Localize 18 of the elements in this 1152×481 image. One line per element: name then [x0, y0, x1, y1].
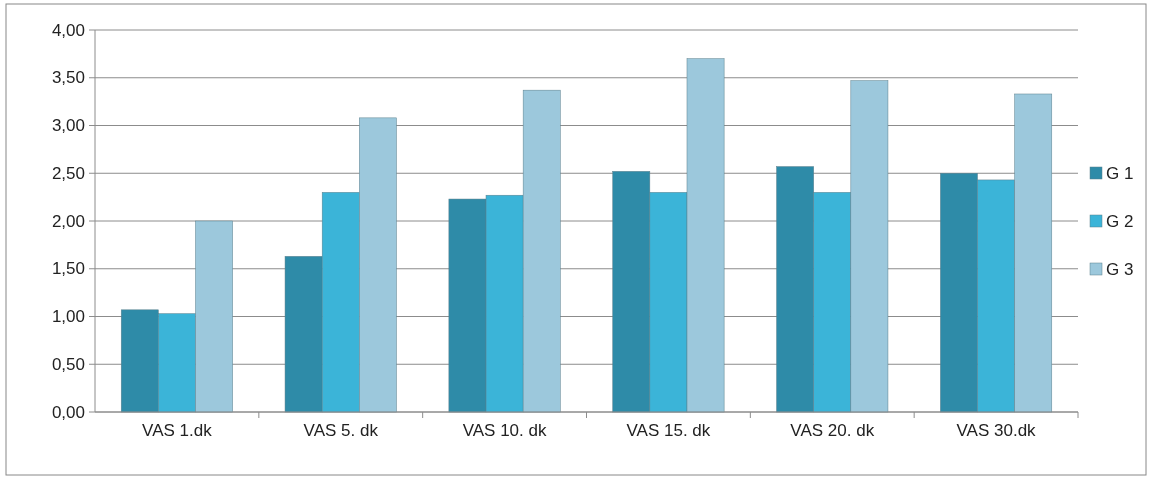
y-tick-label: 1,00 [51, 307, 85, 326]
legend-label: G 1 [1106, 163, 1134, 183]
y-tick-label: 0,00 [51, 402, 85, 422]
y-tick-label: 2,00 [51, 211, 85, 231]
x-tick-label: VAS 30.dk [956, 421, 1037, 440]
x-tick-label: VAS 10. dk [462, 421, 547, 440]
y-tick-label: 1,50 [51, 259, 85, 279]
x-tick-label: VAS 5. dk [303, 421, 379, 440]
x-tick-label: VAS 1.dk [142, 421, 213, 440]
x-tick-label: VAS 20. dk [790, 421, 875, 440]
y-tick-label: 3,50 [51, 68, 85, 88]
legend-label: G 2 [1106, 211, 1134, 231]
y-tick-label: 3,00 [51, 116, 85, 135]
legend-label: G 3 [1106, 259, 1134, 279]
x-tick-label: VAS 15. dk [626, 421, 711, 440]
y-tick-label: 2,50 [51, 163, 85, 183]
y-tick-label: 0,50 [51, 354, 85, 374]
y-tick-label: 4,00 [51, 20, 85, 40]
